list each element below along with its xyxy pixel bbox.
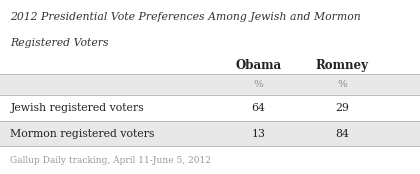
Bar	[0, 74, 420, 95]
Text: 84: 84	[335, 129, 349, 139]
Text: 29: 29	[335, 103, 349, 113]
Text: Romney: Romney	[316, 59, 369, 72]
Text: Jewish registered voters: Jewish registered voters	[10, 103, 144, 113]
Text: Obama: Obama	[235, 59, 281, 72]
Text: 13: 13	[251, 129, 265, 139]
Text: %: %	[253, 80, 263, 89]
Text: 2012 Presidential Vote Preferences Among Jewish and Mormon: 2012 Presidential Vote Preferences Among…	[10, 12, 361, 22]
Text: Registered Voters: Registered Voters	[10, 38, 109, 48]
Text: %: %	[337, 80, 347, 89]
Text: 64: 64	[251, 103, 265, 113]
Text: Mormon registered voters: Mormon registered voters	[10, 129, 155, 139]
Text: Gallup Daily tracking, April 11-June 5, 2012: Gallup Daily tracking, April 11-June 5, …	[10, 156, 211, 165]
Bar	[0, 121, 420, 146]
